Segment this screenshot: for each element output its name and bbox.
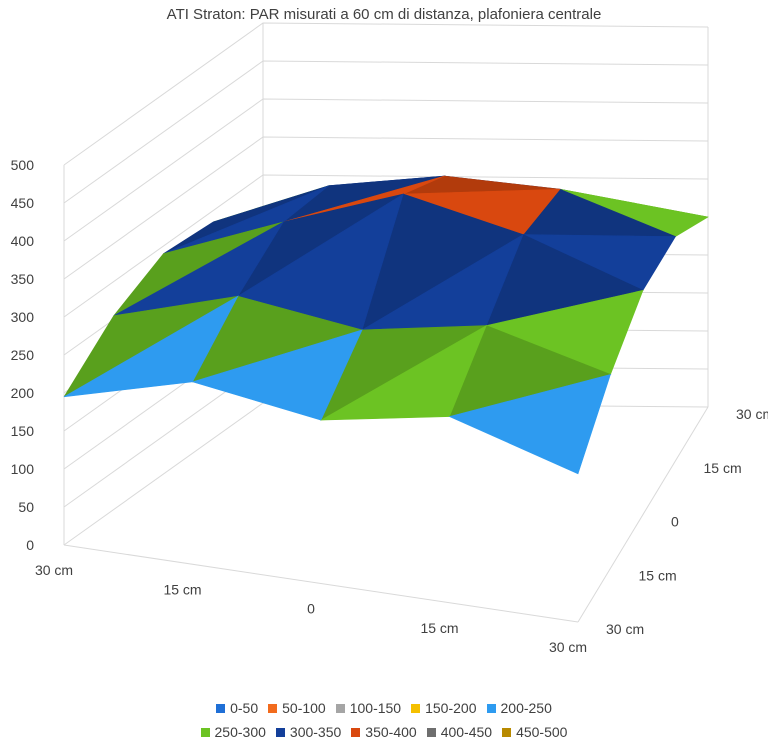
legend-swatch: [411, 703, 421, 713]
legend-item: 400-450: [426, 724, 493, 740]
legend-label: 350-400: [365, 724, 417, 740]
legend-item: 0-50: [216, 700, 258, 716]
z-tick-label: 400: [11, 233, 35, 249]
z-tick-label: 100: [11, 461, 35, 477]
legend-item: 150-200: [411, 700, 477, 716]
legend-label: 100-150: [349, 700, 402, 716]
z-tick-label: 300: [11, 309, 35, 325]
z-tick-label: 350: [11, 271, 35, 287]
legend-swatch: [216, 703, 226, 713]
legend-label: 50-100: [282, 700, 326, 716]
legend-swatch: [335, 703, 345, 713]
legend-label: 200-250: [500, 700, 552, 716]
legend-item: 50-100: [268, 700, 326, 716]
gridline: [63, 22, 709, 166]
z-tick-label: 450: [11, 195, 35, 211]
x-tick-label: 0: [307, 601, 315, 617]
legend-swatch: [275, 727, 285, 737]
legend-item: 350-400: [351, 724, 417, 740]
x-tick-label: 15 cm: [163, 581, 201, 597]
z-tick-label: 200: [11, 385, 35, 401]
y-tick-label: 15 cm: [639, 567, 677, 583]
surface-facet: [448, 374, 611, 475]
surface: [63, 175, 709, 475]
legend-swatch: [486, 703, 496, 713]
axes: [63, 406, 709, 623]
legend-label: 150-200: [425, 700, 477, 716]
x-tick-label: 30 cm: [549, 639, 587, 655]
y-tick-label: 0: [671, 514, 679, 530]
surface-facet: [320, 324, 487, 421]
legend-item: 300-350: [275, 724, 342, 740]
legend-swatch: [200, 727, 210, 737]
legend-swatch: [502, 727, 512, 737]
legend-row: 250-300 300-350 350-400 400-450 450-500: [0, 724, 768, 740]
legend-item: 250-300: [200, 724, 266, 740]
legend-label: 300-350: [289, 724, 342, 740]
z-tick-label: 0: [26, 537, 34, 553]
x-tick-label: 15 cm: [420, 620, 458, 636]
legend: 0-50 50-100 100-150 150-200 200-250 250-300 3…: [0, 700, 768, 748]
z-tick-label: 250: [11, 347, 35, 363]
legend-swatch: [268, 703, 278, 713]
legend-label: 450-500: [516, 724, 568, 740]
legend-item: 450-500: [502, 724, 567, 740]
y-tick-label: 30 cm: [736, 406, 768, 422]
legend-label: 400-450: [440, 724, 493, 740]
y-tick-label: 15 cm: [704, 460, 742, 476]
axis-labels: 0 50 100 150 200 250 300 350 400 450 500 30 cm 15 cm…: [11, 157, 768, 655]
legend-swatch: [426, 727, 436, 737]
surface-facet: [191, 329, 363, 421]
floor-edge: [577, 406, 709, 623]
surface-plot: 0 50 100 150 200 250 300 350 400 450 500 30 cm 15 cm…: [11, 22, 768, 655]
legend-row: 0-50 50-100 100-150 150-200 200-250: [0, 700, 768, 716]
legend-label: 250-300: [214, 724, 266, 740]
gridline: [63, 402, 709, 546]
legend-item: 200-250: [486, 700, 552, 716]
chart-title: ATI Straton: PAR misurati a 60 cm di dis…: [166, 6, 602, 23]
legend-swatch: [351, 727, 361, 737]
x-tick-label: 30 cm: [35, 562, 73, 578]
surface-facet: [63, 295, 239, 398]
floor-edge: [63, 544, 579, 623]
legend-item: 100-150: [335, 700, 402, 716]
legend-label: 0-50: [230, 700, 259, 716]
z-tick-label: 50: [18, 499, 34, 515]
y-tick-label: 30 cm: [606, 621, 644, 637]
z-tick-label: 150: [11, 423, 35, 439]
z-tick-label: 500: [11, 157, 35, 173]
